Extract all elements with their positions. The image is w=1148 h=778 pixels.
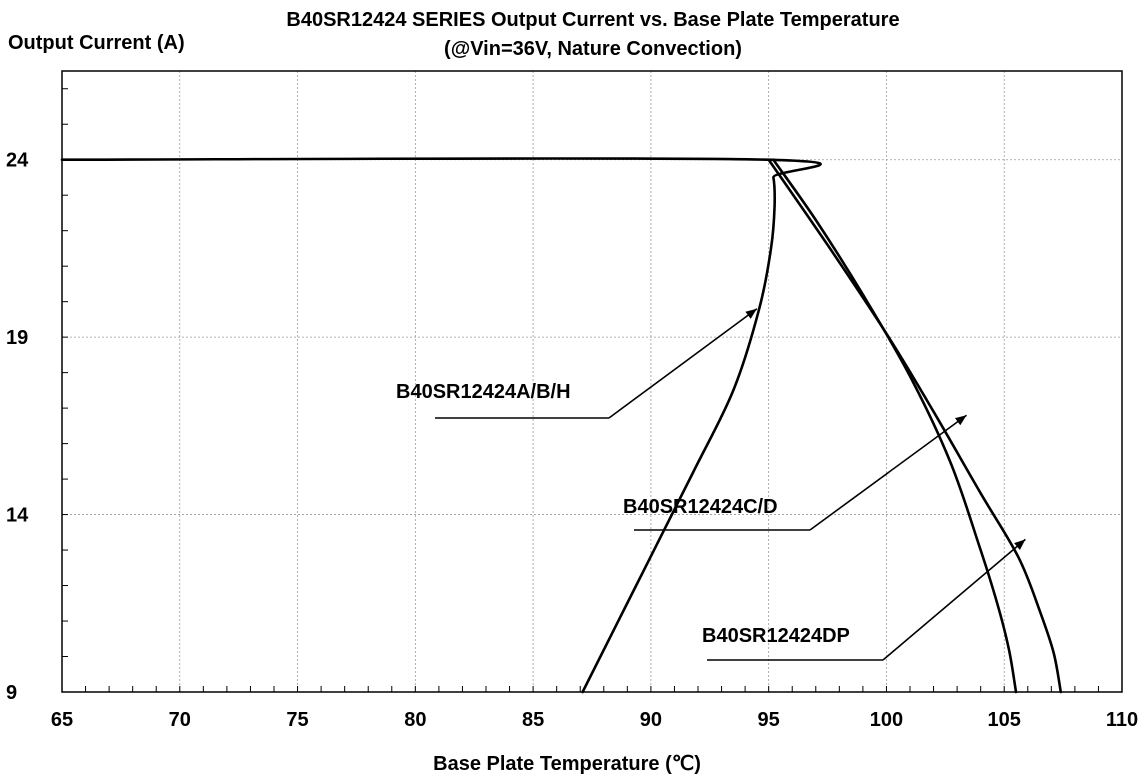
x-tick-label: 70 bbox=[169, 709, 191, 731]
y-axis-title: Output Current (A) bbox=[8, 32, 185, 54]
series-line-1 bbox=[60, 157, 822, 694]
x-tick-label: 80 bbox=[404, 709, 426, 731]
callout-arrowhead-1 bbox=[745, 308, 757, 319]
x-tick-label: 65 bbox=[51, 709, 73, 731]
y-tick-label: 19 bbox=[6, 327, 28, 349]
minor-ticks bbox=[61, 88, 1123, 693]
x-tick-label: 100 bbox=[870, 709, 903, 731]
x-axis-title: Base Plate Temperature (℃) bbox=[433, 753, 701, 775]
series-callouts: B40SR12424A/B/H B40SR12424C/D B40SR12424DP bbox=[396, 308, 1026, 661]
x-tick-label: 95 bbox=[758, 709, 780, 731]
x-tick-label: 90 bbox=[640, 709, 662, 731]
callout-label-2: B40SR12424C/D bbox=[623, 496, 778, 518]
callout-leader-1 bbox=[608, 308, 758, 419]
series-line-3 bbox=[767, 158, 1063, 694]
gridlines bbox=[62, 71, 1122, 692]
callout-arrowhead-2 bbox=[955, 415, 967, 426]
x-tick-label: 75 bbox=[286, 709, 308, 731]
callout-arrowhead-3 bbox=[1014, 539, 1026, 550]
x-tick-label: 110 bbox=[1106, 709, 1138, 731]
tick-labels: 65 70 75 80 85 90 95 100 105 110 24 19 14 9 bbox=[6, 150, 1138, 731]
callout-label-3: B40SR12424DP bbox=[702, 625, 850, 647]
x-tick-label: 105 bbox=[988, 709, 1021, 731]
y-tick-label: 9 bbox=[6, 682, 17, 704]
callout-leader-3 bbox=[882, 538, 1026, 661]
chart-subtitle: (@Vin=36V, Nature Convection) bbox=[444, 38, 742, 60]
callout-leader-2 bbox=[809, 414, 968, 531]
y-tick-label: 14 bbox=[6, 505, 29, 527]
plot-area-frame bbox=[61, 70, 1123, 693]
x-tick-label: 85 bbox=[522, 709, 544, 731]
callout-label-1: B40SR12424A/B/H bbox=[396, 381, 571, 403]
chart-title: B40SR12424 SERIES Output Current vs. Bas… bbox=[286, 9, 899, 31]
y-tick-label: 24 bbox=[6, 150, 29, 172]
series-lines bbox=[60, 157, 1063, 694]
series-line-2 bbox=[772, 158, 1018, 694]
